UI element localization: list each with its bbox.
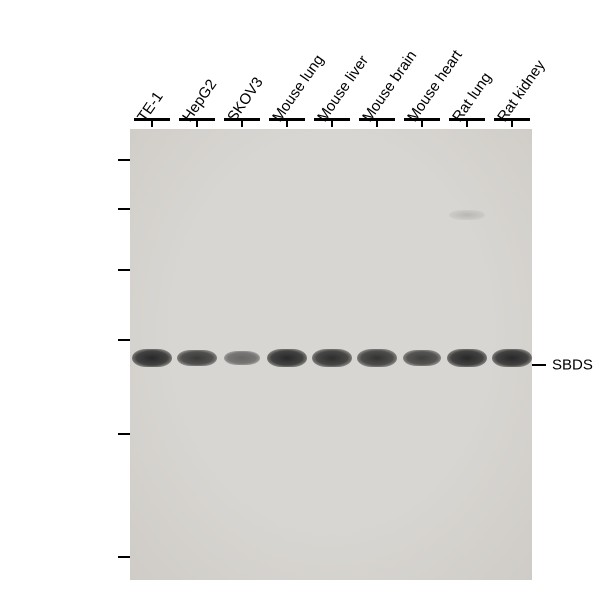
lane-tick-0	[134, 118, 170, 127]
mw-tick-1	[118, 208, 130, 210]
band-lane-8	[492, 349, 532, 367]
mw-tick-2	[118, 269, 130, 271]
mw-tick-0	[118, 159, 130, 161]
protein-label-tick	[532, 364, 546, 366]
lane-tick-6	[404, 118, 440, 127]
band-lane-1	[177, 350, 216, 367]
faint-band-lane-7	[449, 210, 485, 220]
lane-tick-2	[224, 118, 260, 127]
lane-tick-8	[494, 118, 530, 127]
lane-tick-3	[269, 118, 305, 127]
band-lane-2	[224, 351, 261, 365]
band-lane-0	[132, 349, 172, 367]
band-lane-7	[447, 349, 487, 367]
lane-tick-1	[179, 118, 215, 127]
protein-label: SBDS	[552, 357, 593, 374]
mw-tick-4	[118, 433, 130, 435]
lane-tick-5	[359, 118, 395, 127]
band-lane-4	[312, 349, 352, 367]
lane-label-8: Rat kidney	[494, 57, 549, 125]
lane-label-7: Rat lung	[449, 69, 495, 125]
band-lane-3	[267, 349, 307, 367]
western-blot-figure: { "figure": { "type": "western-blot", "w…	[0, 0, 608, 598]
lane-tick-4	[314, 118, 350, 127]
blot-membrane	[130, 129, 532, 580]
mw-tick-3	[118, 339, 130, 341]
band-lane-6	[403, 350, 442, 366]
band-lane-5	[357, 349, 396, 366]
lane-tick-7	[449, 118, 485, 127]
mw-tick-5	[118, 556, 130, 558]
lane-labels-group: TE-1 HepG2 SKOV3 Mouse lung Mouse liver …	[0, 0, 608, 120]
